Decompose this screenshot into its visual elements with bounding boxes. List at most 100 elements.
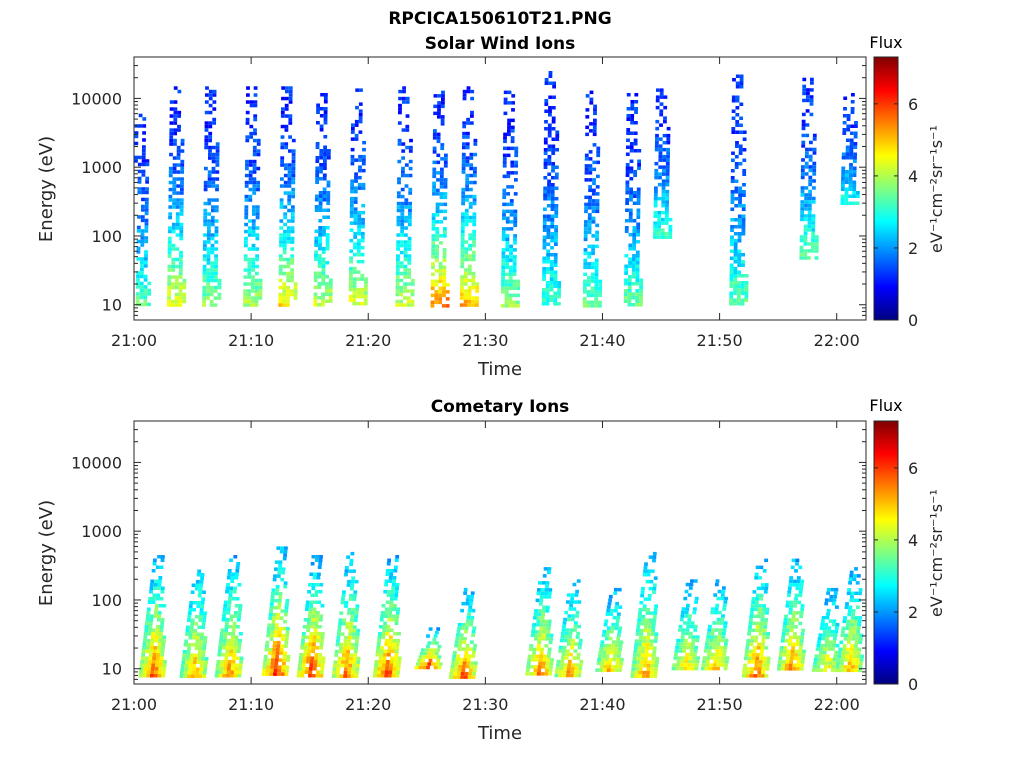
- spectrogram-cell: [460, 226, 465, 230]
- spectrogram-cell: [137, 187, 142, 191]
- spectrogram-cell: [337, 628, 342, 633]
- spectrogram-cell: [347, 635, 352, 640]
- spectrogram-cell: [705, 659, 710, 664]
- spectrogram-cell: [156, 653, 161, 657]
- spectrogram-cell: [244, 194, 249, 199]
- spectrogram-cell: [548, 71, 553, 75]
- spectrogram-cell: [636, 201, 641, 205]
- spectrogram-cell: [315, 156, 320, 160]
- spectrogram-cell: [856, 574, 861, 578]
- spectrogram-cell: [639, 628, 644, 633]
- spectrogram-cell: [466, 117, 470, 122]
- spectrogram-cell: [841, 156, 846, 160]
- spectrogram-cell: [435, 213, 440, 217]
- spectrogram-cell: [321, 268, 326, 272]
- spectrogram-cell: [354, 186, 358, 190]
- spectrogram-cell: [375, 653, 380, 657]
- spectrogram-cell: [681, 631, 686, 636]
- spectrogram-cell: [270, 626, 275, 631]
- spectrogram-cell: [218, 646, 222, 650]
- spectrogram-cell: [395, 583, 400, 587]
- spectrogram-cell: [244, 240, 248, 244]
- spectrogram-cell: [442, 276, 447, 280]
- spectrogram-cell: [549, 288, 554, 292]
- spectrogram-cell: [812, 137, 817, 141]
- spectrogram-cell: [540, 588, 545, 592]
- spectrogram-cell: [159, 628, 164, 632]
- spectrogram-cell: [628, 215, 633, 219]
- spectrogram-cell: [236, 562, 241, 566]
- spectrogram-cell: [357, 210, 362, 215]
- spectrogram-cell: [807, 242, 812, 246]
- spectrogram-cell: [467, 612, 471, 616]
- spectrogram-cell: [733, 242, 738, 246]
- spectrogram-cell: [270, 661, 275, 666]
- y-axis-label: Energy (eV): [36, 500, 57, 606]
- spectrogram-cell: [547, 158, 552, 162]
- spectrogram-cell: [787, 642, 792, 647]
- spectrogram-cell: [537, 612, 542, 617]
- spectrogram-cell: [460, 233, 465, 237]
- spectrogram-cell: [400, 233, 404, 237]
- spectrogram-cell: [351, 123, 355, 127]
- spectrogram-cell: [180, 177, 184, 181]
- spectrogram-cell: [322, 191, 327, 195]
- spectrogram-cell: [849, 623, 854, 627]
- spectrogram-cell: [331, 674, 336, 678]
- spectrogram-cell: [391, 649, 395, 653]
- spectrogram-cell: [156, 593, 160, 597]
- spectrogram-cell: [652, 558, 656, 563]
- spectrogram-cell: [224, 660, 228, 664]
- spectrogram-cell: [710, 610, 715, 615]
- spectrogram-cell: [567, 663, 572, 667]
- spectrogram-cell: [645, 674, 650, 678]
- spectrogram-cell: [233, 586, 237, 590]
- spectrogram-cell: [403, 250, 408, 255]
- spectrogram-cell: [665, 210, 669, 215]
- spectrogram-cell: [266, 668, 270, 673]
- spectrogram-cell: [225, 621, 229, 625]
- spectrogram-cell: [624, 254, 629, 258]
- spectrogram-cell: [546, 605, 550, 610]
- spectrogram-cell: [661, 217, 665, 222]
- spectrogram-cell: [341, 653, 346, 657]
- spectrogram-cell: [385, 569, 390, 573]
- spectrogram-cell: [349, 270, 353, 274]
- spectrogram-cell: [442, 279, 447, 284]
- spectrogram-cell: [744, 653, 749, 657]
- spectrogram-cell: [276, 672, 281, 676]
- spectrogram-cell: [585, 125, 590, 130]
- spectrogram-cell: [708, 624, 712, 629]
- spectrogram-cell: [211, 208, 215, 213]
- spectrogram-cell: [258, 296, 263, 300]
- spectrogram-cell: [649, 642, 654, 647]
- spectrogram-cell: [654, 147, 659, 152]
- spectrogram-cell: [846, 124, 851, 128]
- spectrogram-cell: [147, 667, 151, 671]
- spectrogram-cell: [279, 651, 284, 655]
- spectrogram-cell: [840, 198, 845, 202]
- spectrogram-cell: [431, 255, 435, 259]
- spectrogram-cell: [336, 663, 341, 668]
- spectrogram-cell: [712, 666, 717, 671]
- spectrogram-cell: [852, 166, 857, 170]
- spectrogram-cell: [146, 670, 151, 674]
- spectrogram-cell: [514, 153, 519, 158]
- spectrogram-cell: [544, 672, 549, 676]
- spectrogram-cell: [141, 162, 146, 167]
- spectrogram-cell: [213, 303, 218, 307]
- spectrogram-cell: [389, 663, 394, 667]
- spectrogram-cell: [224, 625, 229, 629]
- spectrogram-cell: [318, 226, 323, 230]
- spectrogram-cell: [573, 624, 578, 629]
- spectrogram-cell: [464, 275, 468, 279]
- spectrogram-cell: [733, 270, 738, 274]
- spectrogram-cell: [212, 89, 217, 94]
- spectrogram-cell: [744, 291, 749, 295]
- spectrogram-cell: [825, 636, 830, 641]
- spectrogram-cell: [636, 653, 641, 657]
- spectrogram-cell: [337, 625, 342, 629]
- spectrogram-cell: [560, 659, 565, 664]
- spectrogram-cell: [287, 198, 292, 202]
- spectrogram-cell: [282, 296, 286, 300]
